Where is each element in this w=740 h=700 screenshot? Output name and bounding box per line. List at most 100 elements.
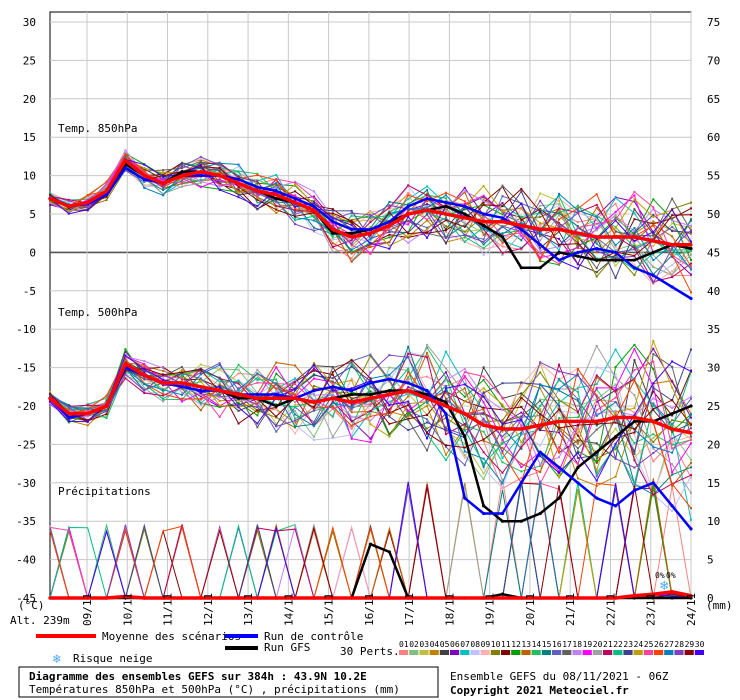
perturbation-point [350,248,353,251]
perturbation-point [576,431,579,434]
perturbation-point [671,399,674,402]
control-t850-line-point [519,227,523,231]
perturbation-point [671,208,674,211]
perturbation-point [199,403,202,406]
perturbation-point [444,217,447,220]
perturbation-point [652,208,655,211]
perturbation-legend-label: 18 [572,640,582,649]
perturbation-point [162,186,165,189]
control-t500-line-point [387,377,391,381]
x-tick-label: 15/11 [323,593,336,626]
control-t500-line-point [255,392,259,397]
perturbation-point [294,364,297,367]
control-t850-line-point [500,216,505,220]
mean-t850-line-point [595,235,599,239]
mean-t500-line-point [48,396,52,400]
perturbation-point [331,224,334,227]
perturbation-point [595,206,598,209]
perturbation-point [595,442,598,445]
perturbation-point [558,401,561,404]
perturbation-point [652,493,655,496]
perturbation-point [633,379,636,382]
perturbation-point [143,171,146,174]
perturbation-point [595,251,598,254]
perturbation-legend-label: 25 [644,640,654,649]
perturbation-point [237,174,240,177]
perturbation-point [520,415,523,418]
mean-t850-line-point [387,223,391,228]
perturbation-point [690,466,692,469]
control-t850-line-point [425,197,429,201]
perturbation-point [49,203,51,206]
perturbation-point [482,201,485,204]
perturbation-point [463,375,466,378]
perturbation-point [350,247,353,250]
control-t850-line-point [350,227,354,231]
perturbation-point [501,423,504,426]
perturbation-point [671,419,674,422]
perturbation-point [312,409,315,412]
perturbation-point [237,395,240,398]
perturbation-point [369,240,372,243]
perturbation-point [218,162,221,165]
mean-t850-line-point [651,239,655,243]
perturbation-point [218,364,221,367]
chart-title: Diagramme des ensembles GEFS sur 384h : … [29,670,367,683]
perturbation-point [501,408,504,411]
control-t850-line-point [255,185,259,189]
perturbation-point [105,407,108,410]
perturbation-point [331,371,334,374]
perturbation-point [162,180,165,183]
perturbation-point [237,387,240,390]
perturbation-point [614,457,617,460]
perturbation-point [633,218,636,221]
perturbation-point [690,395,692,398]
gfs-t500-line-point [595,450,599,454]
perturbation-point [350,361,353,364]
legend: Moyenne des scénarios Run de contrôle Ru… [36,630,705,667]
x-tick-label: 20/11 [524,593,537,626]
perturbation-point [539,199,542,202]
perturbation-point [162,184,165,187]
perturbation-point [407,345,410,348]
perturbation-point [218,183,221,186]
perturbation-point [350,405,353,408]
perturbation-point [67,207,70,210]
perturbation-point [199,181,202,184]
perturbation-point [426,343,429,346]
perturbation-point [520,230,523,233]
perturbation-point [558,404,561,407]
perturbation-point [539,256,542,259]
perturbation-point [86,195,89,198]
perturbation-point [595,469,598,472]
perturbation-point [652,397,655,400]
perturbation-point [350,397,353,400]
perturbation-point [539,387,542,390]
perturbation-point [444,427,447,430]
perturbation-point [690,518,692,521]
perturbation-point [444,219,447,222]
perturbation-point [294,211,297,214]
perturbation-point [482,401,485,404]
perturbation-point [614,373,617,376]
perturbation-point [350,218,353,221]
perturbation-point [49,402,51,405]
perturbation-point [463,428,466,431]
perturbation-point [690,476,692,479]
perturbation-point [595,402,598,405]
perturbation-point [388,212,391,215]
control-t500-line-point [632,488,637,493]
perturbation-point [463,417,466,420]
perturbation-point [463,367,466,370]
mean-t850-line-point [632,235,637,239]
perturbation-point [576,390,579,393]
perturbation-point [501,486,504,489]
mean-t850-line-point [123,158,128,162]
perturbation-point [690,265,692,268]
perturbation-point [369,226,372,229]
perturbation-point [218,188,221,191]
perturbation-point [444,237,447,240]
gfs-t850-line-point [274,197,278,201]
perturbation-point [388,230,391,233]
perturbation-legend-swatch [480,650,490,655]
